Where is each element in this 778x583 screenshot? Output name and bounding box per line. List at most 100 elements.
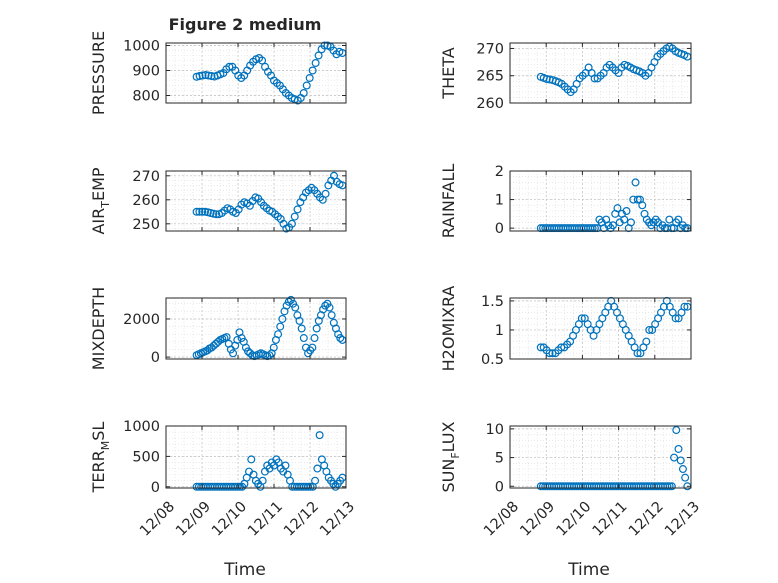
data-point — [631, 178, 640, 187]
data-point — [588, 224, 597, 233]
data-point — [304, 482, 313, 491]
y-axis-label: MIXDEPTH — [89, 287, 108, 370]
data-point — [323, 299, 332, 308]
data-point — [308, 343, 317, 352]
data-point — [237, 334, 246, 343]
data-point — [305, 73, 314, 82]
x-tick-label: 12/08 — [481, 499, 522, 540]
data-point — [201, 207, 210, 216]
data-point — [308, 66, 317, 75]
y-tick-label: 0.5 — [481, 352, 504, 368]
y-tick-label: 0 — [495, 479, 504, 495]
data-point — [315, 431, 324, 440]
data-point — [278, 314, 287, 323]
axes-box — [509, 297, 692, 360]
data-point — [258, 476, 267, 485]
data-point — [577, 314, 586, 323]
data-point — [633, 349, 642, 358]
data-point — [281, 461, 290, 470]
y-tick-label: 2000 — [123, 312, 160, 328]
x-tick-label: 12/13 — [662, 499, 703, 540]
data-point — [327, 311, 336, 320]
data-point — [286, 295, 295, 304]
data-point — [306, 482, 315, 491]
y-tick-label: 250 — [132, 217, 160, 233]
data-point — [663, 482, 672, 491]
x-tick-label: 12/13 — [317, 499, 358, 540]
data-point — [665, 482, 674, 491]
x-axis-label-right: Time — [567, 560, 610, 580]
data-point — [678, 465, 687, 474]
subplot-8: 0 5 10 SUNFLUX 12/0812/0912/1012/1112/1212/1… — [439, 421, 703, 539]
subplot-1: 800 900 1000 PRESSURE — [89, 31, 347, 115]
y-tick-label: 1 — [495, 323, 504, 339]
subplot-6: 0.5 1 1.5 H2OMIXRA — [439, 286, 692, 371]
data-point — [195, 207, 204, 216]
data-point — [204, 71, 213, 80]
data-point — [638, 201, 647, 210]
x-axis-label-left: Time — [223, 560, 266, 580]
data-point — [310, 334, 319, 343]
subplot-7: 0 500 1000 TERRMSL 12/0812/0912/1012/1112/12… — [89, 419, 358, 540]
data-point — [311, 476, 320, 485]
y-tick-label: 800 — [132, 89, 160, 105]
data-point — [633, 195, 642, 204]
y-tick-label: 0 — [495, 221, 504, 237]
data-point — [620, 215, 629, 224]
subplot-4: 0 1 2 RAINFALL — [439, 164, 692, 238]
y-tick-label: 10 — [486, 422, 504, 438]
y-tick-label: 900 — [132, 64, 160, 80]
data-point — [198, 207, 207, 216]
axes-box — [165, 42, 347, 104]
y-tick-label: 265 — [476, 69, 504, 85]
data-point — [302, 81, 311, 90]
data-point — [247, 455, 256, 464]
y-tick-label: 270 — [476, 41, 504, 57]
y-tick-label: 1000 — [123, 39, 160, 55]
data-point — [290, 212, 299, 221]
data-point — [613, 204, 622, 213]
data-point — [320, 41, 329, 50]
data-point — [207, 71, 216, 80]
data-point — [674, 444, 683, 453]
x-tick-label: 12/12 — [281, 499, 322, 540]
data-point — [258, 56, 267, 65]
axes-box — [509, 42, 692, 104]
data-point — [608, 221, 617, 230]
data-point — [201, 70, 210, 79]
data-point — [311, 58, 320, 67]
x-tick-label: 12/11 — [590, 499, 631, 540]
data-point — [665, 215, 674, 224]
data-point — [667, 224, 676, 233]
y-tick-label: 0 — [151, 350, 160, 366]
data-point — [269, 343, 278, 352]
y-axis-label: PRESSURE — [89, 31, 108, 115]
data-point — [626, 218, 635, 227]
y-tick-label: 1000 — [123, 419, 160, 435]
y-tick-label: 5 — [495, 451, 504, 467]
data-point — [233, 482, 242, 491]
x-tick-label: 12/11 — [245, 499, 286, 540]
data-point — [680, 302, 689, 311]
data-point — [542, 74, 551, 83]
data-point — [293, 205, 302, 214]
x-tick-label: 12/10 — [554, 499, 595, 540]
axes-box — [509, 425, 692, 489]
data-point — [274, 330, 283, 339]
y-axis-label: SUNFLUX — [439, 421, 462, 492]
y-tick-label: 2 — [495, 164, 504, 180]
y-axis-label: AIRTEMP — [89, 167, 112, 234]
y-tick-label: 1 — [495, 193, 504, 209]
subplot-3: 250 260 270 AIRTEMP — [89, 167, 347, 235]
data-point — [667, 482, 676, 491]
data-point — [299, 88, 308, 97]
x-tick-label: 12/09 — [173, 499, 214, 540]
data-point — [287, 219, 296, 228]
data-point — [212, 210, 221, 219]
x-tick-label: 12/09 — [517, 499, 558, 540]
x-tick-label: 12/10 — [209, 499, 250, 540]
x-tick-label: 12/12 — [626, 499, 667, 540]
data-point — [289, 299, 298, 308]
